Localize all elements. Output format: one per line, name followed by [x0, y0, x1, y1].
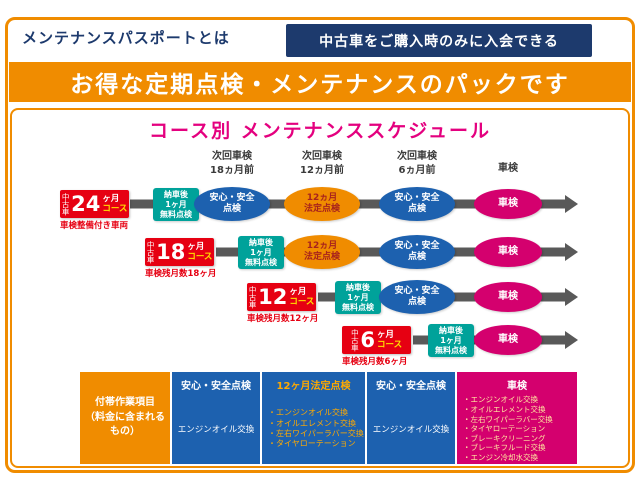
course-months: 12	[258, 284, 288, 309]
table-col-safety-check-1: 安心・安全点検 エンジンオイル交換	[172, 372, 260, 464]
free-inspection-node: 納車後 1ヶ月 無料点検	[153, 188, 199, 221]
course-side-label: ヶ月 コース	[289, 286, 315, 307]
arrow-head-icon	[565, 288, 578, 306]
safety-check-node: 安心・安全 点検	[194, 187, 270, 221]
free-inspection-node: 納車後 1ヶ月 無料点検	[238, 236, 284, 269]
used-car-tag: 中古車	[248, 285, 258, 309]
course-side-label: ヶ月 コース	[102, 193, 128, 214]
course-box-12: 中古車 12 ヶ月 コース	[247, 283, 316, 311]
column-header: 安心・安全点検	[181, 381, 251, 392]
used-car-tag: 中古車	[350, 328, 360, 352]
work-item: ・ブレーキフルード交換	[463, 443, 546, 453]
shaken-node: 車検	[474, 325, 542, 355]
legal-inspection-node: 12ヵ月 法定点検	[284, 187, 360, 221]
course-note-6: 車検残月数6ヶ月	[342, 357, 408, 367]
course-box-24: 中古車 24 ヶ月 コース	[60, 190, 129, 218]
table-col-legal-inspection: 12ヶ月法定点検 ・エンジンオイル交換 ・オイルエレメント交換 ・左右ワイパーラ…	[262, 372, 365, 464]
course-side-label: ヶ月 コース	[377, 329, 403, 350]
course-note-18: 車検残月数18ヶ月	[145, 269, 217, 279]
arrow-head-icon	[565, 331, 578, 349]
membership-condition-badge: 中古車をご購入時のみに入会できる	[286, 24, 592, 57]
shaken-node: 車検	[474, 282, 542, 312]
column-header: 12ヶ月法定点検	[276, 381, 351, 392]
course-side-label: ヶ月 コース	[187, 241, 213, 262]
course-note-24: 車検整備付き車両	[60, 221, 129, 231]
milestone-6-months-before: 次回車検 6ヵ月前	[397, 151, 437, 176]
work-item: ・左右ワイパーラバー交換	[463, 414, 553, 424]
work-item: ・タイヤローテーション	[463, 424, 546, 434]
column-header: 安心・安全点検	[376, 381, 446, 392]
used-car-tag: 中古車	[61, 192, 71, 216]
course-box-18: 中古車 18 ヶ月 コース	[145, 238, 214, 266]
safety-check-node: 安心・安全 点検	[379, 235, 455, 269]
free-inspection-node: 納車後 1ヶ月 無料点検	[335, 281, 381, 314]
safety-check-node: 安心・安全 点検	[379, 187, 455, 221]
arrow-head-icon	[565, 195, 578, 213]
course-months: 18	[156, 239, 186, 264]
legal-inspection-node: 12ヵ月 法定点検	[284, 235, 360, 269]
free-inspection-node: 納車後 1ヶ月 無料点検	[428, 324, 474, 357]
course-note-12: 車検残月数12ヶ月	[247, 314, 319, 324]
work-item: エンジンオイル交換	[372, 425, 450, 435]
value-pack-banner: お得な定期点検・メンテナンスのパックです	[9, 62, 631, 102]
table-col-safety-check-2: 安心・安全点検 エンジンオイル交換	[367, 372, 455, 464]
work-item: ・左右ワイパーラバー交換	[268, 429, 364, 438]
arrow-head-icon	[565, 243, 578, 261]
milestone-12-months-before: 次回車検 12ヵ月前	[300, 151, 344, 176]
milestone-18-months-before: 次回車検 18ヵ月前	[210, 151, 254, 176]
safety-check-node: 安心・安全 点検	[379, 280, 455, 314]
included-items-row-header: 付帯作業項目 （料金に含まれる もの）	[80, 372, 170, 464]
work-item: ・オイルエレメント交換	[268, 418, 356, 428]
table-col-shaken: 車検 ・エンジンオイル交換 ・オイルエレメント交換 ・左右ワイパーラバー交換 ・…	[457, 372, 577, 464]
used-car-tag: 中古車	[146, 240, 156, 264]
shaken-node: 車検	[474, 189, 542, 219]
course-box-6: 中古車 6 ヶ月 コース	[342, 326, 411, 354]
column-header: 車検	[507, 381, 527, 392]
work-item: ・エンジン冷却水交換	[463, 452, 538, 462]
work-item: ・オイルエレメント交換	[463, 405, 546, 415]
work-item: ・タイヤローテーション	[268, 439, 356, 449]
work-item: ・ブレーキクリーニング	[463, 433, 546, 443]
course-months: 6	[360, 327, 376, 352]
schedule-title: コース別 メンテナンススケジュール	[149, 120, 491, 142]
page-title: メンテナンスパスポートとは	[22, 29, 230, 47]
work-item: エンジンオイル交換	[177, 425, 255, 435]
work-item: ・エンジンオイル交換	[463, 395, 538, 405]
shaken-node: 車検	[474, 237, 542, 267]
course-months: 24	[71, 191, 101, 216]
milestone-shaken: 車検	[498, 163, 518, 174]
work-item: ・エンジンオイル交換	[268, 408, 348, 418]
